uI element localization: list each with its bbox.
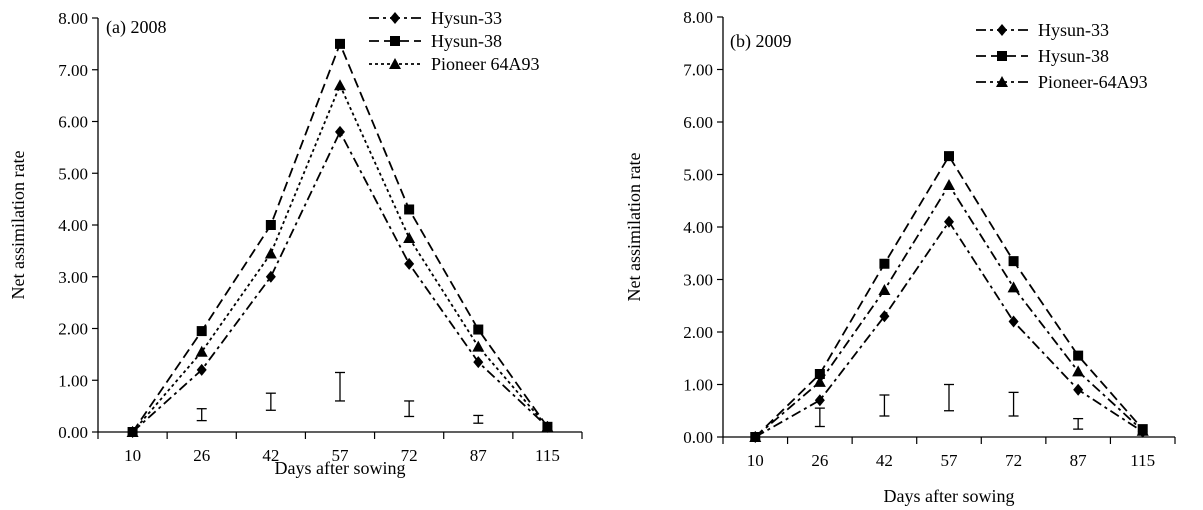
data-point-square (1008, 256, 1019, 267)
x-tick-label: 57 (332, 446, 350, 465)
data-point-triangle (264, 247, 277, 259)
x-tick-label: 72 (1005, 451, 1022, 470)
legend-label: Pioneer-64A93 (1038, 72, 1148, 92)
y-tick-label: 2.00 (683, 323, 713, 342)
y-tick-label: 5.00 (683, 166, 713, 185)
data-point-triangle (126, 426, 139, 437)
data-point-triangle (403, 231, 416, 243)
y-tick-label: 3.00 (683, 271, 713, 290)
data-point-square (879, 258, 890, 269)
x-tick-label: 115 (1130, 451, 1155, 470)
x-tick-label: 10 (124, 446, 141, 465)
y-tick-label: 1.00 (58, 371, 88, 390)
panel-title: (b) 2009 (730, 31, 792, 52)
x-tick-label: 42 (262, 446, 279, 465)
x-tick-label: 42 (876, 451, 893, 470)
x-tick-label: 72 (401, 446, 418, 465)
y-tick-label: 7.00 (58, 61, 88, 80)
y-tick-label: 0.00 (683, 428, 713, 447)
y-tick-label: 1.00 (683, 376, 713, 395)
y-tick-label: 2.00 (58, 320, 88, 339)
x-tick-label: 10 (747, 451, 764, 470)
x-tick-label: 115 (535, 446, 560, 465)
y-tick-label: 3.00 (58, 268, 88, 287)
data-point-diamond (473, 356, 484, 369)
y-tick-label: 6.00 (683, 113, 713, 132)
y-tick-label: 7.00 (683, 61, 713, 80)
data-point-diamond (265, 270, 276, 283)
data-point-triangle (1007, 281, 1020, 293)
data-point-triangle (878, 284, 891, 295)
data-point-diamond (879, 310, 890, 323)
legend-marker-diamond (997, 24, 1007, 36)
y-tick-label: 5.00 (58, 164, 88, 183)
data-point-triangle (195, 345, 208, 357)
x-axis-label: Days after sowing (275, 458, 406, 478)
x-axis-label: Days after sowing (884, 486, 1015, 506)
data-point-diamond (944, 215, 954, 228)
y-tick-label: 4.00 (683, 218, 713, 237)
y-tick-label: 4.00 (58, 216, 88, 235)
data-point-triangle (813, 375, 826, 387)
data-point-square (196, 326, 207, 337)
data-point-square (265, 220, 276, 230)
legend-marker-triangle (996, 76, 1008, 87)
legend-marker-square (997, 51, 1007, 61)
x-tick-label: 26 (193, 446, 210, 465)
chart-panel-b: 0.00 1.00 2.00 3.00 4.00 5.00 6.00 7.00 8.00 10 26… (624, 8, 1176, 506)
data-point-triangle (1136, 424, 1149, 436)
data-point-diamond (1008, 315, 1019, 328)
data-point-triangle (943, 179, 955, 190)
legend-marker-diamond (390, 12, 400, 24)
data-point-triangle (334, 79, 346, 91)
x-tick-label: 87 (1070, 451, 1088, 470)
data-point-diamond (1073, 383, 1084, 396)
y-tick-label: 8.00 (683, 8, 713, 27)
legend-label: Hysun-33 (1038, 20, 1109, 40)
data-point-triangle (1072, 365, 1085, 377)
data-point-square (335, 38, 345, 49)
data-point-square (944, 151, 954, 162)
data-point-diamond (814, 394, 825, 407)
y-tick-label: 6.00 (58, 113, 88, 132)
data-point-triangle (472, 340, 485, 352)
data-point-triangle (749, 431, 762, 442)
y-axis-label: Net assimilation rate (8, 151, 28, 300)
chart-panel-a: 0.00 1.00 2.00 3.00 4.00 5.00 6.00 7.00 8.00 10 26… (8, 8, 583, 478)
legend-label: Pioneer 64A93 (431, 54, 539, 74)
data-point-triangle (541, 420, 554, 432)
legend-label: Hysun-38 (1038, 46, 1109, 66)
data-point-square (814, 369, 825, 379)
legend-label: Hysun-38 (431, 31, 502, 51)
data-point-square (404, 204, 415, 215)
y-tick-label: 8.00 (58, 9, 88, 28)
data-point-diamond (196, 363, 207, 376)
panel-title: (a) 2008 (106, 17, 166, 38)
x-tick-label: 57 (941, 451, 959, 470)
legend-marker-square (390, 36, 400, 46)
y-tick-label: 0.00 (58, 423, 88, 442)
data-point-diamond (404, 257, 415, 270)
legend-marker-triangle (389, 58, 401, 69)
data-point-square (1073, 350, 1084, 361)
legend-label: Hysun-33 (431, 8, 502, 28)
y-axis-label: Net assimilation rate (624, 153, 644, 302)
x-tick-label: 87 (470, 446, 488, 465)
x-tick-label: 26 (811, 451, 828, 470)
data-point-square (473, 324, 484, 335)
data-point-diamond (335, 125, 345, 138)
